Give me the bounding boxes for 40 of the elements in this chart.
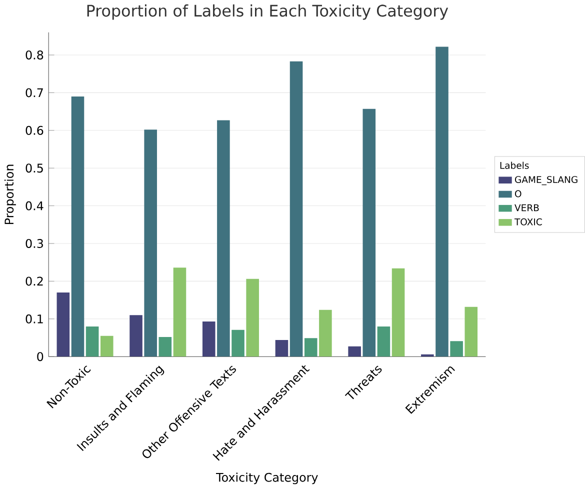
bar — [173, 268, 186, 357]
bar — [275, 340, 288, 357]
bar — [100, 336, 114, 357]
chart-title: Proportion of Labels in Each Toxicity Category — [87, 4, 448, 20]
y-tick-label: 0.1 — [26, 314, 43, 324]
y-tick-label: 0.8 — [26, 50, 44, 60]
y-axis-title: Proportion — [4, 165, 16, 224]
bar — [158, 337, 172, 357]
legend-label: VERB — [514, 204, 539, 212]
bar — [304, 338, 318, 357]
bar — [202, 322, 216, 357]
bar — [144, 130, 157, 357]
bar — [348, 346, 361, 357]
bar — [464, 307, 478, 357]
bar — [436, 46, 448, 357]
bar — [319, 310, 332, 357]
bar — [392, 268, 405, 357]
y-tick-label: 0.6 — [26, 126, 44, 136]
bar — [290, 62, 303, 357]
y-tick-label: 0.3 — [26, 239, 43, 248]
y-tick-label: 0 — [37, 352, 44, 362]
bar — [450, 341, 463, 357]
legend-label: O — [515, 190, 522, 198]
bar — [56, 292, 70, 357]
bar — [86, 326, 99, 357]
legend-title: Labels — [500, 162, 529, 170]
y-tick-label: 0.4 — [26, 202, 44, 211]
bar — [232, 330, 244, 357]
bar — [377, 326, 390, 357]
bar — [71, 96, 84, 357]
bar — [246, 279, 259, 357]
bar — [362, 109, 376, 357]
legend-label: TOXIC — [514, 218, 542, 226]
x-axis-title: Toxicity Category — [216, 472, 318, 484]
bar — [217, 120, 230, 357]
legend-label: GAME_SLANG — [515, 176, 578, 186]
y-tick-label: 0.7 — [26, 88, 43, 98]
y-tick-label: 0.2 — [26, 276, 43, 286]
bar — [130, 315, 142, 357]
y-tick-label: 0.5 — [26, 164, 43, 173]
